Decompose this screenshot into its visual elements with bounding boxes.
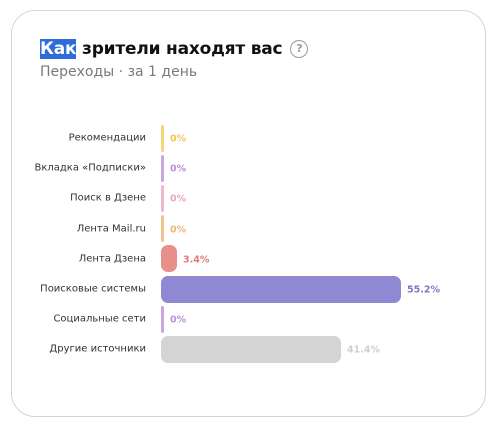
- value-label: 0%: [170, 314, 187, 326]
- value-label: 41.4%: [347, 344, 380, 356]
- value-label: 3.4%: [183, 254, 210, 266]
- traffic-sources-chart: Рекомендации 0% Вкладка «Подписки» 0% Поиск …: [12, 11, 487, 418]
- title-selected-text: Как: [40, 39, 77, 59]
- value-label: 0%: [170, 193, 187, 205]
- title-text: зрители находят вас: [76, 39, 283, 59]
- category-label: Поиск в Дзене: [70, 192, 146, 204]
- category-label: Лента Mail.ru: [76, 223, 146, 235]
- traffic-sources-card: Как зрители находят вас ? Переходы · за …: [11, 10, 486, 417]
- category-label: Лента Дзена: [78, 253, 146, 265]
- widget-title: Как зрители находят вас: [40, 39, 283, 59]
- value-label: 0%: [170, 133, 187, 145]
- bar[interactable]: [161, 335, 341, 363]
- bar[interactable]: [161, 154, 164, 182]
- bar[interactable]: [161, 275, 401, 303]
- bar[interactable]: [161, 215, 164, 243]
- value-label: 55.2%: [407, 284, 440, 296]
- bar[interactable]: [161, 245, 177, 273]
- category-label: Вкладка «Подписки»: [34, 162, 146, 174]
- question-circle-icon[interactable]: ?: [290, 40, 309, 58]
- category-label: Рекомендации: [68, 132, 146, 144]
- category-label: Социальные сети: [53, 313, 146, 325]
- category-label: Поисковые системы: [40, 283, 146, 295]
- bar[interactable]: [161, 124, 164, 152]
- value-label: 0%: [170, 163, 187, 175]
- bar[interactable]: [161, 184, 164, 212]
- value-label: 0%: [170, 224, 187, 236]
- category-label: Другие источники: [49, 343, 146, 355]
- title-row: Как зрители находят вас ?: [40, 36, 309, 62]
- widget-subtitle: Переходы · за 1 день: [40, 64, 198, 80]
- bar[interactable]: [161, 305, 164, 333]
